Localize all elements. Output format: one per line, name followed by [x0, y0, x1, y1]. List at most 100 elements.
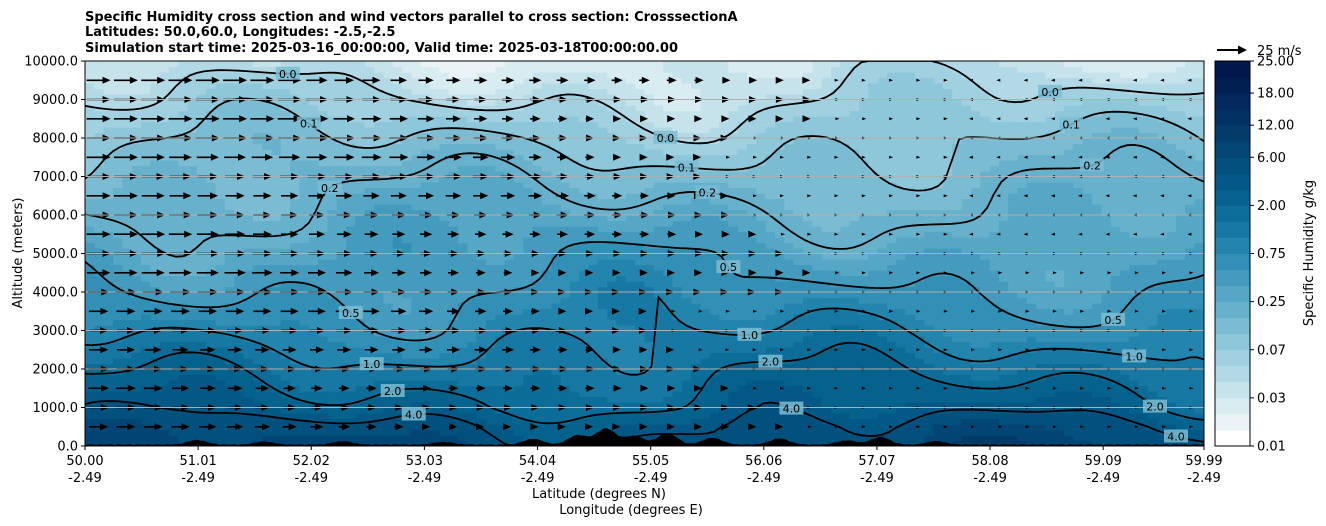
humidity-cell — [532, 402, 543, 409]
humidity-cell — [346, 336, 357, 343]
humidity-cell — [672, 198, 683, 205]
humidity-cell — [85, 165, 95, 172]
humidity-cell — [663, 297, 674, 304]
humidity-cell — [439, 209, 450, 216]
humidity-cell — [308, 336, 319, 343]
humidity-cell — [458, 347, 468, 354]
humidity-cell — [103, 358, 114, 365]
humidity-cell — [308, 176, 319, 183]
humidity-cell — [728, 171, 739, 178]
humidity-cell — [681, 396, 692, 403]
humidity-cell — [168, 259, 179, 266]
humidity-cell — [112, 110, 123, 117]
humidity-cell — [728, 165, 739, 172]
humidity-cell — [672, 424, 683, 431]
humidity-cell — [551, 132, 562, 139]
humidity-cell — [131, 204, 142, 211]
humidity-cell — [159, 154, 170, 161]
humidity-cell — [541, 193, 552, 200]
humidity-cell — [168, 336, 179, 343]
humidity-cell — [206, 66, 217, 73]
humidity-cell — [616, 270, 627, 277]
humidity-cell — [187, 83, 198, 90]
humidity-cell — [644, 193, 655, 200]
humidity-cell — [485, 270, 496, 277]
humidity-cell — [532, 303, 543, 310]
humidity-cell — [672, 407, 683, 414]
humidity-cell — [569, 77, 580, 84]
humidity-cell — [495, 369, 506, 376]
humidity-cell — [439, 369, 450, 376]
humidity-cell — [439, 264, 450, 271]
humidity-cell — [327, 149, 338, 156]
humidity-cell — [700, 413, 711, 420]
humidity-cell — [495, 220, 506, 227]
humidity-cell — [262, 171, 273, 178]
humidity-cell — [290, 226, 301, 233]
humidity-cell — [607, 336, 618, 343]
humidity-cell — [737, 66, 748, 73]
humidity-cell — [467, 314, 478, 321]
humidity-cell — [411, 220, 422, 227]
humidity-cell — [168, 275, 179, 282]
humidity-cell — [122, 391, 133, 398]
humidity-cell — [663, 198, 674, 205]
humidity-cell — [346, 385, 357, 392]
humidity-cell — [402, 336, 412, 343]
humidity-cell — [224, 248, 235, 255]
humidity-cell — [122, 204, 133, 211]
humidity-cell — [588, 341, 599, 348]
humidity-cell — [178, 198, 189, 205]
humidity-cell — [551, 286, 562, 293]
humidity-cell — [402, 193, 412, 200]
humidity-cell — [140, 341, 151, 348]
humidity-cell — [327, 330, 338, 337]
humidity-cell — [215, 121, 226, 128]
humidity-cell — [467, 341, 478, 348]
humidity-cell — [374, 209, 384, 216]
humidity-cell — [364, 297, 375, 304]
humidity-cell — [131, 413, 142, 420]
humidity-cell — [719, 138, 730, 145]
humidity-cell — [290, 363, 301, 370]
humidity-cell — [355, 231, 366, 238]
humidity-cell — [467, 226, 478, 233]
humidity-cell — [411, 418, 422, 425]
humidity-cell — [635, 297, 646, 304]
humidity-cell — [644, 330, 655, 337]
humidity-cell — [364, 396, 375, 403]
humidity-cell — [262, 407, 273, 414]
humidity-cell — [243, 231, 254, 238]
humidity-cell — [607, 418, 618, 425]
humidity-cell — [709, 418, 720, 425]
humidity-cell — [420, 380, 431, 387]
humidity-cell — [374, 369, 384, 376]
humidity-cell — [215, 270, 226, 277]
humidity-cell — [476, 341, 487, 348]
humidity-cell — [224, 440, 235, 446]
humidity-cell — [234, 303, 245, 310]
humidity-cell — [252, 407, 263, 414]
humidity-cell — [271, 116, 282, 123]
humidity-cell — [579, 380, 590, 387]
humidity-cell — [374, 341, 384, 348]
humidity-cell — [588, 242, 599, 249]
humidity-cell — [318, 281, 329, 288]
humidity-cell — [178, 259, 189, 266]
humidity-cell — [728, 286, 739, 293]
humidity-cell — [280, 132, 291, 139]
humidity-cell — [411, 391, 422, 398]
humidity-cell — [504, 88, 515, 95]
humidity-cell — [644, 407, 655, 414]
humidity-cell — [458, 237, 468, 244]
humidity-cell — [196, 330, 207, 337]
humidity-cell — [458, 132, 468, 139]
humidity-cell — [467, 61, 478, 68]
humidity-cell — [103, 363, 114, 370]
humidity-cell — [187, 253, 198, 260]
humidity-cell — [653, 105, 664, 112]
humidity-cell — [420, 149, 431, 156]
humidity-cell — [439, 110, 450, 117]
humidity-cell — [420, 303, 431, 310]
humidity-cell — [280, 99, 291, 106]
